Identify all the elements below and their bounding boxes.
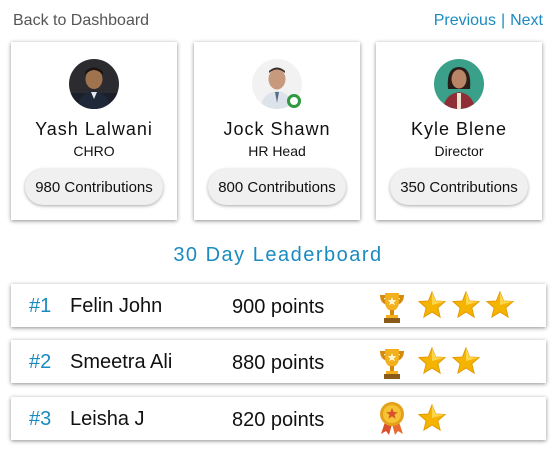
avatar — [252, 59, 302, 109]
card-name: Kyle Blene — [410, 119, 508, 139]
trophy-icon — [380, 349, 404, 379]
avatar — [69, 59, 119, 109]
star-icon — [417, 346, 447, 375]
star-icon — [451, 346, 481, 375]
leaderboard-row[interactable]: #3 Leisha J 820 points — [11, 397, 546, 440]
card-role: CHRO — [73, 143, 115, 159]
rank-label: #3 — [29, 408, 52, 430]
card-role: HR Head — [248, 143, 306, 159]
star-icon — [451, 290, 481, 319]
profile-card[interactable]: Jock Shawn HR Head 800 Contributions — [194, 42, 360, 220]
avatar — [434, 59, 484, 109]
star-rating — [417, 403, 447, 435]
profile-card[interactable]: Yash Lalwani CHRO 980 Contributions — [11, 42, 177, 220]
card-name: Jock Shawn — [223, 119, 331, 139]
points-value: 820 points — [232, 409, 325, 431]
rank-label: #2 — [29, 351, 52, 373]
profile-card[interactable]: Kyle Blene Director 350 Contributions — [376, 42, 542, 220]
pager-separator: | — [500, 12, 506, 29]
contributions-badge[interactable]: 350 Contributions — [390, 169, 528, 205]
pager: Previous | Next — [434, 12, 543, 30]
leaderboard-row[interactable]: #2 Smeetra Ali 880 points — [11, 340, 546, 383]
medal-icon — [380, 402, 404, 435]
star-icon — [417, 403, 447, 432]
trophy-icon — [380, 293, 404, 323]
previous-link[interactable]: Previous — [433, 12, 496, 29]
contributions-badge[interactable]: 980 Contributions — [25, 169, 163, 205]
leaderboard-title: 30 Day Leaderboard — [173, 244, 383, 266]
back-to-dashboard-link[interactable]: Back to Dashboard — [13, 12, 150, 29]
leaderboard-row[interactable]: #1 Felin John 900 points — [11, 284, 546, 327]
star-rating — [417, 290, 515, 322]
member-name: Smeetra Ali — [70, 351, 173, 373]
member-name: Leisha J — [70, 408, 145, 430]
points-value: 880 points — [232, 352, 325, 374]
online-status-icon — [287, 94, 301, 108]
card-role: Director — [434, 143, 484, 159]
points-value: 900 points — [232, 296, 325, 318]
member-name: Felin John — [70, 295, 163, 317]
contributions-badge[interactable]: 800 Contributions — [208, 169, 346, 205]
top-nav: Back to Dashboard Previous | Next — [13, 12, 543, 34]
star-icon — [417, 290, 447, 319]
next-link[interactable]: Next — [510, 12, 543, 29]
card-name: Yash Lalwani — [35, 119, 153, 139]
star-icon — [485, 290, 515, 319]
star-rating — [417, 346, 481, 378]
rank-label: #1 — [29, 295, 52, 317]
